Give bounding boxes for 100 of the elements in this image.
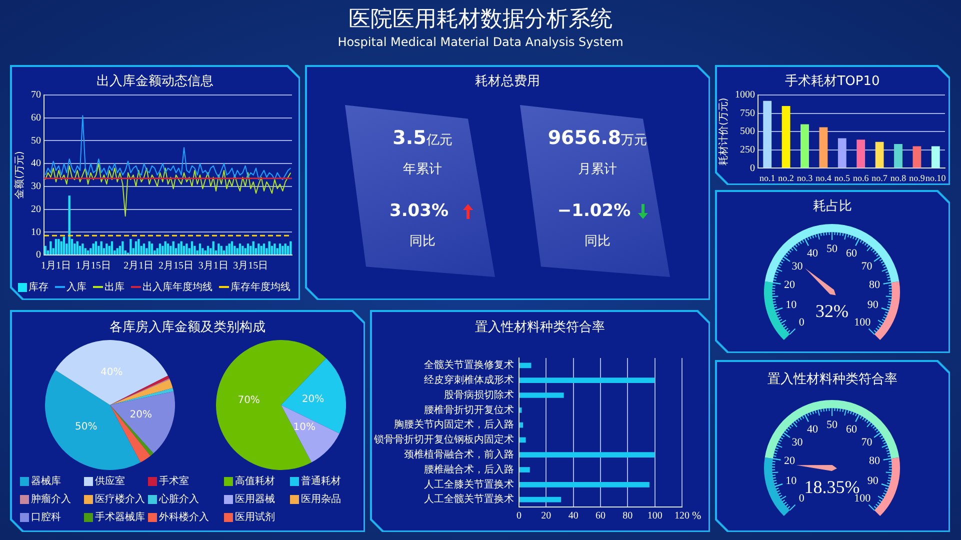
bar <box>86 250 90 254</box>
y-tick-label: 经皮穿刺椎体成形术 <box>424 374 514 386</box>
bar <box>54 239 58 254</box>
legend-label: 手术器械库 <box>95 510 145 524</box>
bar <box>198 244 202 254</box>
text: 100 <box>854 492 872 504</box>
bar <box>82 244 84 254</box>
bar <box>228 244 230 254</box>
bar <box>220 246 222 254</box>
legend-label: 出入库年度均线 <box>142 280 212 294</box>
bar <box>520 467 530 472</box>
chart-title: 手术耗材TOP10 <box>784 73 881 90</box>
bar <box>238 244 242 254</box>
y-tick-label: 50 <box>31 135 41 146</box>
y-tick-label: 全髋关节置换修复术 <box>424 359 514 372</box>
y-tick-label: 250 <box>740 144 755 156</box>
bar <box>931 146 940 168</box>
x-tick-label: 80 <box>622 510 633 522</box>
legend-label: 肿瘤介入 <box>31 492 71 506</box>
x-tick-label: no.1 <box>759 172 776 183</box>
bar <box>212 241 214 254</box>
text: 医院医用耗材数据分析系统 <box>348 6 614 34</box>
data-label: 20% <box>130 410 152 421</box>
bar <box>222 250 226 254</box>
legend-label: 库存 <box>28 280 48 294</box>
x-tick-label: 2月1日 <box>124 260 154 272</box>
x-tick-label: no.3 <box>796 172 814 183</box>
bar <box>856 140 866 168</box>
x-tick-label: no.8 <box>890 172 907 183</box>
bar <box>44 246 46 254</box>
bar <box>218 244 220 254</box>
chart-title: 各库房入库金额及类别构成 <box>108 319 266 336</box>
bar <box>118 246 122 254</box>
bar <box>186 244 188 254</box>
legend-label: 入库 <box>66 280 86 294</box>
x-axis-title: % <box>692 510 702 522</box>
legend-label: 器械库 <box>31 474 61 488</box>
text: 30 <box>792 260 804 273</box>
y-tick-label: 750 <box>740 108 755 119</box>
legend-label: 手术室 <box>159 474 189 488</box>
bar <box>78 246 82 254</box>
bar <box>800 124 809 168</box>
bar <box>875 142 884 168</box>
bar <box>172 241 174 254</box>
bar <box>250 246 252 254</box>
bar <box>520 452 655 458</box>
bar <box>166 244 170 254</box>
bar <box>180 241 182 254</box>
bar <box>520 496 562 502</box>
y-tick-label: 腰椎骨折切开复位术 <box>424 404 514 416</box>
legend-label: 心脏介入 <box>159 492 199 506</box>
y-tick-label: 锁骨骨折切开复位钢板内固定术 <box>373 434 514 446</box>
legend-label: 外科楼介入 <box>159 510 209 524</box>
text: 60 <box>846 248 858 260</box>
data-label: 50% <box>74 422 98 433</box>
bar <box>260 246 262 254</box>
x-tick-label: 1月15日 <box>76 260 111 272</box>
text: 0 <box>798 492 805 504</box>
y-tick-label: 70 <box>31 90 41 101</box>
bar <box>763 100 772 168</box>
text: 30 <box>792 436 804 449</box>
x-tick-label: no.9 <box>909 172 926 183</box>
y-tick-label: 20 <box>31 204 41 215</box>
text: 9656.8万元 <box>548 127 648 149</box>
bar <box>182 246 186 254</box>
text: 3.5亿元 <box>392 127 452 149</box>
text: 70 <box>861 436 873 449</box>
legend-label: 口腔科 <box>31 510 61 524</box>
text: 60 <box>846 424 858 436</box>
bar <box>819 127 828 168</box>
y-tick-label: 40 <box>31 158 41 170</box>
bar <box>116 248 118 254</box>
bar <box>242 246 244 254</box>
text: 3.03% <box>388 201 450 221</box>
bar <box>838 138 846 168</box>
y-tick-label: 颈椎植骨融合术，前入路 <box>404 448 514 460</box>
x-tick-label: 0 <box>516 510 522 522</box>
x-tick-label: no.2 <box>778 172 794 183</box>
y-tick-label: 股骨病损切除术 <box>444 388 514 401</box>
legend-label: 医用杂品 <box>301 492 341 506</box>
chart-title: 置入性材料种类符合率 <box>766 371 898 388</box>
y-tick-label: 30 <box>31 181 41 192</box>
text: 20 <box>784 455 796 468</box>
data-label: 20% <box>302 394 324 405</box>
y-tick-label: 人工全髋关节置换术 <box>424 493 514 506</box>
x-tick-label: no.10 <box>926 172 946 183</box>
bar <box>246 244 250 254</box>
bar <box>520 362 532 368</box>
text: 同比 <box>408 233 436 250</box>
bar <box>50 241 52 254</box>
x-tick-label: 1月1日 <box>41 260 71 272</box>
bar <box>98 246 100 254</box>
text: 10 <box>786 299 798 312</box>
text: 20 <box>784 279 796 292</box>
bar <box>282 246 284 254</box>
chart-title: 置入性材料种类符合率 <box>474 319 606 336</box>
text: 100 <box>854 316 872 328</box>
y-tick-label: 10 <box>31 226 41 238</box>
x-tick-label: no.6 <box>852 172 870 183</box>
x-tick-label: 100 <box>647 510 662 522</box>
